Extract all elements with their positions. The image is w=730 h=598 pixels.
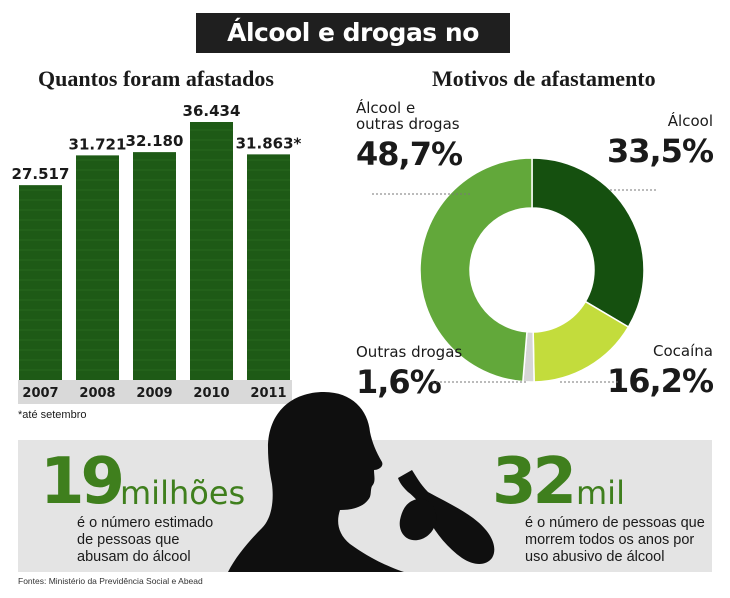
bar-category-label: 2010 — [193, 386, 229, 401]
bar-category-label: 2008 — [79, 386, 115, 401]
bar-2010 — [190, 122, 233, 380]
bar-value-label: 31.863* — [236, 134, 302, 152]
donut-chart-title: Motivos de afastamento — [432, 66, 656, 91]
donut-slice — [531, 157, 645, 329]
category-strip — [18, 380, 292, 404]
person-silhouette-icon — [228, 392, 404, 572]
stat-desc-line: é o número estimado — [77, 515, 214, 531]
page-title: Álcool e drogas no trabalho — [196, 13, 510, 87]
donut-slice-label: outras drogas — [356, 115, 460, 133]
donut-value-label: 1,6% — [356, 363, 442, 401]
bar-value-label: 36.434 — [183, 102, 241, 120]
bar-category-label: 2007 — [22, 386, 58, 401]
donut-value-label: 33,5% — [607, 132, 714, 170]
stat-desc-1: é o número estimado de pessoas que abusa… — [77, 515, 213, 566]
bar-category-label: 2009 — [136, 386, 172, 401]
donut-slice-label: Outras drogas — [356, 343, 462, 361]
sources-note: Fontes: Ministério da Previdência Social… — [18, 576, 203, 586]
bottle-icon — [398, 470, 495, 564]
donut-value-label: 48,7% — [356, 135, 463, 173]
donut-slice-label: Álcool e — [356, 98, 415, 117]
stat-desc-line: é o número de pessoas que — [525, 515, 705, 531]
donut-slice-label: Álcool — [668, 111, 713, 130]
stat-number-1: 19 — [40, 445, 125, 519]
bar-value-label: 27.517 — [12, 165, 70, 183]
bar-footnote: *até setembro — [18, 409, 87, 421]
bar-value-label: 31.721 — [69, 135, 127, 153]
donut-value-label: 16,2% — [607, 362, 714, 400]
stat-desc-line: uso abusivo de álcool — [525, 549, 665, 565]
bar-2008 — [76, 155, 119, 380]
donut-slice-label: Cocaína — [653, 342, 713, 360]
stat-desc-line: morrem todos os anos por — [525, 532, 695, 548]
stat-desc-line: de pessoas que — [77, 532, 180, 548]
donut-slice — [419, 157, 533, 383]
bar-2011 — [247, 154, 290, 380]
bar-2007 — [19, 185, 62, 380]
silhouette-figure — [228, 392, 495, 572]
bar-2009 — [133, 152, 176, 380]
stat-number-2: 32 — [492, 445, 577, 519]
bar-chart: 27.517 2007 31.721 2008 32.180 2009 36.434 2010… — [12, 102, 302, 404]
bar-chart-title: Quantos foram afastados — [38, 66, 274, 91]
bar-value-label: 32.180 — [126, 132, 184, 150]
stat-unit-1: milhões — [120, 474, 246, 512]
hand-icon — [399, 498, 437, 541]
stat-unit-2: mil — [576, 474, 625, 512]
donut-chart: Álcool 33,5% Cocaína 16,2% Outras drogas 1,6%… — [356, 98, 715, 401]
bar-category-label: 2011 — [250, 386, 286, 401]
stat-desc-2: é o número de pessoas que morrem todos o… — [525, 515, 705, 566]
stat-desc-line: abusam do álcool — [77, 549, 191, 565]
